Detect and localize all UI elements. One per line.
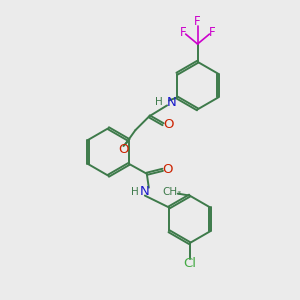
Text: N: N xyxy=(167,96,177,109)
Text: O: O xyxy=(118,142,129,155)
Text: O: O xyxy=(163,118,173,131)
Text: Cl: Cl xyxy=(183,257,196,270)
Text: N: N xyxy=(140,185,150,198)
Text: F: F xyxy=(179,26,186,39)
Text: O: O xyxy=(162,163,173,176)
Text: F: F xyxy=(194,15,201,28)
Text: CH₃: CH₃ xyxy=(162,187,182,196)
Text: H: H xyxy=(155,98,163,107)
Text: F: F xyxy=(209,26,216,39)
Text: H: H xyxy=(131,187,139,196)
